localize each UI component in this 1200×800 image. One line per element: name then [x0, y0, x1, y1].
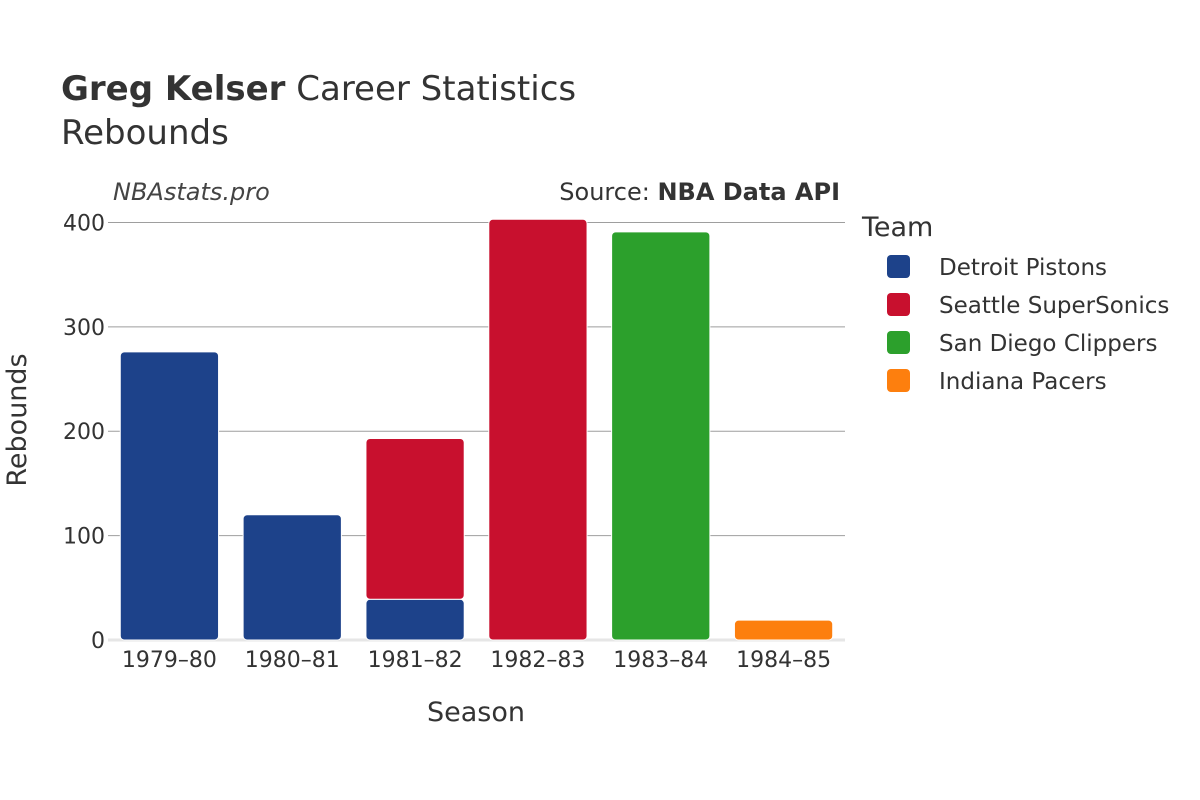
legend-label: Detroit Pistons	[939, 255, 1107, 281]
watermark: NBAstats.pro	[113, 178, 270, 206]
legend-item[interactable]: San Diego Clippers	[887, 331, 1157, 357]
chart-subtitle: Rebounds	[61, 113, 229, 153]
y-axis-title: Rebounds	[2, 353, 33, 486]
source-name: NBA Data API	[657, 178, 840, 206]
bar-segment[interactable]	[488, 218, 588, 641]
legend-swatch	[887, 255, 910, 278]
bar-segment[interactable]	[119, 351, 220, 641]
legend-item[interactable]: Indiana Pacers	[887, 369, 1107, 395]
legend-swatch	[887, 331, 910, 354]
x-tick-labels: 1979–80 1980–81 1981–82 1982–83 1983–84 1984–…	[122, 648, 831, 673]
x-tick-label: 1983–84	[613, 648, 708, 673]
gridlines	[108, 221, 845, 642]
x-tick-label: 1984–85	[736, 648, 831, 673]
y-tick-label: 300	[63, 316, 105, 341]
legend-swatch	[887, 369, 910, 392]
legend-title: Team	[861, 212, 933, 243]
bar-segment[interactable]	[365, 598, 465, 641]
legend: Detroit Pistons Seattle SuperSonics San Di…	[887, 255, 1169, 395]
legend-label: Indiana Pacers	[939, 369, 1107, 395]
x-tick-label: 1982–83	[490, 648, 585, 673]
x-axis-title: Season	[427, 697, 525, 728]
bar-segment[interactable]	[611, 231, 711, 641]
legend-label: San Diego Clippers	[939, 331, 1157, 357]
bar-segment[interactable]	[365, 438, 465, 600]
y-tick-labels: 0 100 200 300 400	[63, 211, 105, 654]
y-tick-label: 0	[91, 629, 105, 654]
bar-segment[interactable]	[733, 619, 834, 641]
x-tick-label: 1981–82	[368, 648, 463, 673]
source-prefix: Source:	[559, 178, 657, 206]
y-tick-label: 200	[63, 420, 105, 445]
bar-segment[interactable]	[242, 514, 342, 641]
player-name: Greg Kelser	[61, 69, 286, 109]
x-tick-label: 1979–80	[122, 648, 217, 673]
bars	[119, 218, 834, 641]
title-rest: Career Statistics	[296, 69, 577, 109]
x-tick-label: 1980–81	[245, 648, 340, 673]
legend-label: Seattle SuperSonics	[939, 293, 1169, 319]
legend-item[interactable]: Detroit Pistons	[887, 255, 1107, 281]
source-label: Source: NBA Data API	[559, 178, 840, 206]
y-tick-label: 400	[63, 211, 105, 236]
legend-item[interactable]: Seattle SuperSonics	[887, 293, 1169, 319]
chart-title: Greg Kelser Career Statistics	[61, 68, 576, 110]
legend-swatch	[887, 293, 910, 316]
y-tick-label: 100	[63, 525, 105, 550]
